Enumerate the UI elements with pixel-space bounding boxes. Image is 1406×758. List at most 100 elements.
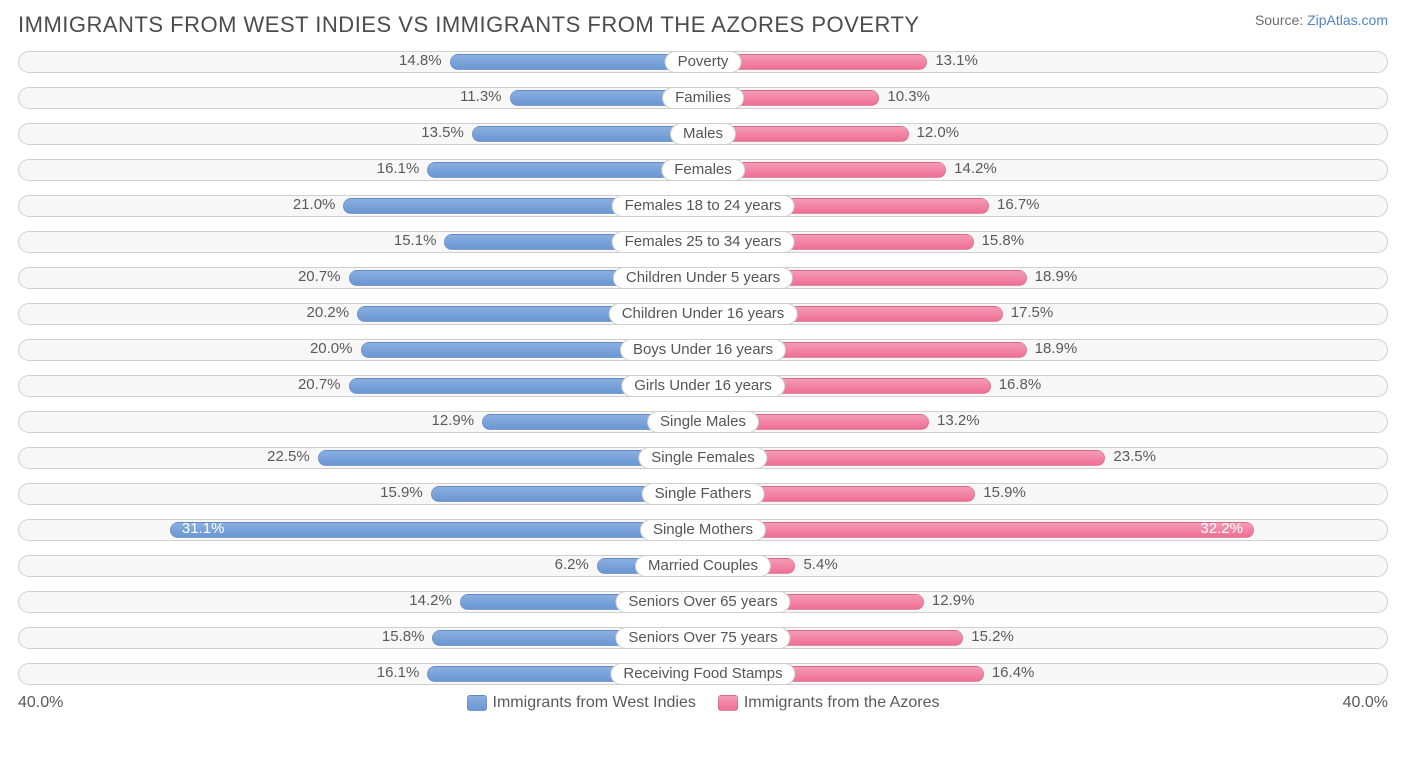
value-left: 16.1% <box>377 160 420 177</box>
left-half: 14.8% <box>18 46 703 78</box>
chart-row: 14.8% 13.1% Poverty <box>18 46 1388 78</box>
value-left: 6.2% <box>555 556 589 573</box>
bar-left <box>472 126 703 142</box>
legend-item-right: Immigrants from the Azores <box>718 694 940 712</box>
source: Source: ZipAtlas.com <box>1255 12 1388 28</box>
value-left: 15.1% <box>394 232 437 249</box>
chart-title: IMMIGRANTS FROM WEST INDIES VS IMMIGRANT… <box>18 12 920 38</box>
chart-row: 31.1% 32.2% Single Mothers <box>18 514 1388 546</box>
value-right: 18.9% <box>1035 268 1078 285</box>
value-right: 16.8% <box>999 376 1042 393</box>
right-half: 13.2% <box>703 406 1388 438</box>
value-right: 18.9% <box>1035 340 1078 357</box>
category-label: Single Males <box>647 411 759 433</box>
value-left: 20.7% <box>298 376 341 393</box>
left-half: 15.1% <box>18 226 703 258</box>
right-half: 17.5% <box>703 298 1388 330</box>
value-right: 16.7% <box>997 196 1040 213</box>
value-right: 15.8% <box>982 232 1025 249</box>
left-half: 21.0% <box>18 190 703 222</box>
chart-container: IMMIGRANTS FROM WEST INDIES VS IMMIGRANT… <box>0 0 1406 758</box>
left-half: 15.8% <box>18 622 703 654</box>
right-half: 16.8% <box>703 370 1388 402</box>
category-label: Single Fathers <box>642 483 765 505</box>
left-half: 22.5% <box>18 442 703 474</box>
category-label: Females 18 to 24 years <box>612 195 795 217</box>
left-half: 14.2% <box>18 586 703 618</box>
left-half: 20.0% <box>18 334 703 366</box>
value-left: 31.1% <box>182 520 225 537</box>
value-right: 23.5% <box>1113 448 1156 465</box>
right-half: 14.2% <box>703 154 1388 186</box>
category-label: Children Under 5 years <box>613 267 793 289</box>
swatch-left-icon <box>467 695 487 711</box>
right-half: 18.9% <box>703 334 1388 366</box>
value-left: 15.9% <box>380 484 423 501</box>
chart-row: 21.0% 16.7% Females 18 to 24 years <box>18 190 1388 222</box>
right-half: 12.9% <box>703 586 1388 618</box>
category-label: Males <box>670 123 736 145</box>
value-right: 15.2% <box>971 628 1014 645</box>
chart-row: 20.0% 18.9% Boys Under 16 years <box>18 334 1388 366</box>
right-half: 10.3% <box>703 82 1388 114</box>
source-label: Source: <box>1255 12 1303 28</box>
value-right: 14.2% <box>954 160 997 177</box>
chart-row: 20.7% 18.9% Children Under 5 years <box>18 262 1388 294</box>
chart-row: 6.2% 5.4% Married Couples <box>18 550 1388 582</box>
value-left: 20.2% <box>307 304 350 321</box>
right-half: 18.9% <box>703 262 1388 294</box>
value-left: 14.8% <box>399 52 442 69</box>
value-right: 13.1% <box>935 52 978 69</box>
right-half: 15.9% <box>703 478 1388 510</box>
chart-row: 20.7% 16.8% Girls Under 16 years <box>18 370 1388 402</box>
category-label: Boys Under 16 years <box>620 339 786 361</box>
right-half: 15.8% <box>703 226 1388 258</box>
category-label: Girls Under 16 years <box>621 375 785 397</box>
value-left: 12.9% <box>432 412 475 429</box>
category-label: Receiving Food Stamps <box>610 663 795 685</box>
value-right: 5.4% <box>803 556 837 573</box>
axis-max-right: 40.0% <box>1343 694 1388 712</box>
category-label: Single Females <box>638 447 767 469</box>
legend-left-label: Immigrants from West Indies <box>493 694 696 712</box>
value-right: 16.4% <box>992 664 1035 681</box>
right-half: 12.0% <box>703 118 1388 150</box>
rows-area: 14.8%13.1%Poverty11.3%10.3%Families13.5%… <box>18 46 1388 690</box>
chart-row: 16.1%14.2%Females <box>18 154 1388 186</box>
value-left: 20.0% <box>310 340 353 357</box>
value-right: 32.2% <box>1200 520 1243 537</box>
value-right: 10.3% <box>887 88 930 105</box>
left-half: 11.3% <box>18 82 703 114</box>
left-half: 16.1% <box>18 154 703 186</box>
chart-row: 12.9% 13.2%Single Males <box>18 406 1388 438</box>
category-label: Single Mothers <box>640 519 766 541</box>
value-left: 20.7% <box>298 268 341 285</box>
bar-left <box>170 522 703 538</box>
swatch-right-icon <box>718 695 738 711</box>
left-half: 16.1% <box>18 658 703 690</box>
value-left: 22.5% <box>267 448 310 465</box>
legend-right-label: Immigrants from the Azores <box>744 694 940 712</box>
value-left: 13.5% <box>421 124 464 141</box>
right-half: 16.4% <box>703 658 1388 690</box>
category-label: Married Couples <box>635 555 771 577</box>
left-half: 20.7% <box>18 370 703 402</box>
value-left: 16.1% <box>377 664 420 681</box>
value-left: 15.8% <box>382 628 425 645</box>
value-right: 12.0% <box>917 124 960 141</box>
category-label: Children Under 16 years <box>609 303 798 325</box>
left-half: 31.1% <box>18 514 703 546</box>
value-right: 15.9% <box>983 484 1026 501</box>
source-link[interactable]: ZipAtlas.com <box>1307 12 1388 28</box>
left-half: 12.9% <box>18 406 703 438</box>
footer: 40.0% Immigrants from West Indies Immigr… <box>18 694 1388 712</box>
legend: Immigrants from West Indies Immigrants f… <box>467 694 940 712</box>
right-half: 23.5% <box>703 442 1388 474</box>
category-label: Females 25 to 34 years <box>612 231 795 253</box>
category-label: Poverty <box>665 51 742 73</box>
left-half: 20.7% <box>18 262 703 294</box>
right-half: 15.2% <box>703 622 1388 654</box>
value-left: 11.3% <box>460 88 501 105</box>
value-left: 21.0% <box>293 196 336 213</box>
chart-row: 15.8%15.2%Seniors Over 75 years <box>18 622 1388 654</box>
